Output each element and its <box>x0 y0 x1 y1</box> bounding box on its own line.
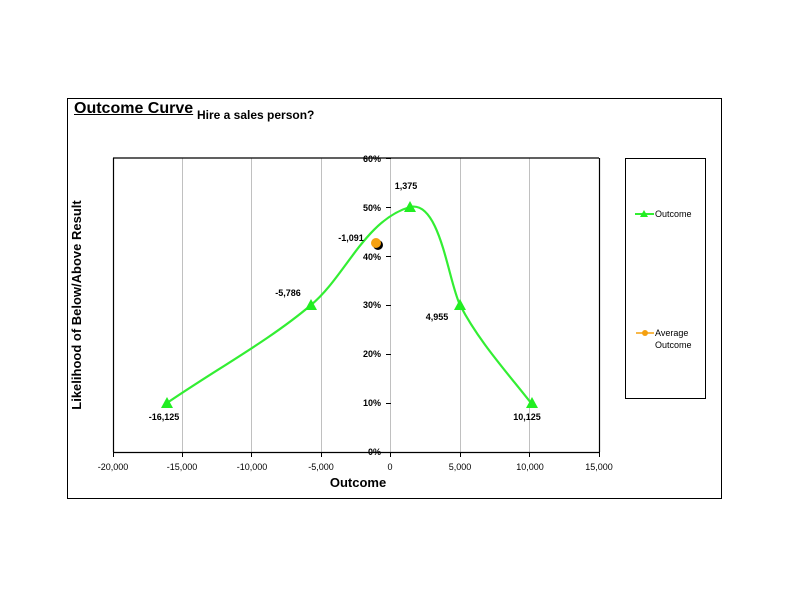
plot-border <box>112 157 601 452</box>
x-tick-label: -15,000 <box>167 462 198 472</box>
triangle-marker-icon <box>640 210 648 217</box>
x-tick-label: 15,000 <box>585 462 613 472</box>
data-label: 4,955 <box>426 312 449 322</box>
x-axis-title: Outcome <box>330 475 386 490</box>
legend-item-outcome: Outcome <box>635 209 692 219</box>
legend-label: Average <box>655 328 688 338</box>
y-tick-label: 10% <box>363 398 381 408</box>
data-label: -16,125 <box>149 412 180 422</box>
legend-label: Outcome <box>655 209 692 219</box>
y-tick-labels: 0% 10% 20% 30% 40% 50% 60% <box>363 154 381 457</box>
triangle-marker-icon <box>305 299 317 310</box>
x-tick-label: -20,000 <box>98 462 129 472</box>
plot-area <box>113 158 599 452</box>
x-tick-labels: -20,000 -15,000 -10,000 -5,000 0 5,000 1… <box>98 462 613 472</box>
x-tick-label: -5,000 <box>308 462 334 472</box>
y-tick-label: 30% <box>363 300 381 310</box>
x-tick-label: 0 <box>387 462 392 472</box>
chart-subtitle: Hire a sales person? <box>197 108 315 122</box>
y-tick-label: 0% <box>368 447 381 457</box>
average-label: -1,091 <box>338 233 364 243</box>
chart-title: Outcome Curve <box>74 100 194 117</box>
x-tick-label: 10,000 <box>516 462 544 472</box>
triangle-marker-icon <box>161 397 173 408</box>
y-tick-label: 50% <box>363 203 381 213</box>
data-label: -5,786 <box>275 288 301 298</box>
triangle-marker-icon <box>454 299 466 310</box>
legend-item-average-outcome: Average Outcome <box>636 328 692 350</box>
data-label: 10,125 <box>513 412 541 422</box>
outcome-curve <box>166 205 532 404</box>
circle-marker-icon <box>642 330 648 336</box>
average-marker-icon <box>371 238 381 248</box>
x-tick-label: 5,000 <box>449 462 472 472</box>
triangle-marker-icon <box>404 201 416 212</box>
outcome-markers <box>161 201 538 408</box>
y-tick-label: 60% <box>363 154 381 164</box>
y-axis-title: Likelihood of Below/Above Result <box>69 200 84 410</box>
x-tick-label: -10,000 <box>237 462 268 472</box>
y-tick-label: 20% <box>363 349 381 359</box>
legend-label: Outcome <box>655 340 692 350</box>
x-axis-ticks <box>113 452 600 457</box>
y-tick-label: 40% <box>363 252 381 262</box>
data-label: 1,375 <box>395 181 418 191</box>
y-axis-ticks <box>386 158 391 404</box>
triangle-marker-icon <box>526 397 538 408</box>
legend <box>625 158 706 399</box>
